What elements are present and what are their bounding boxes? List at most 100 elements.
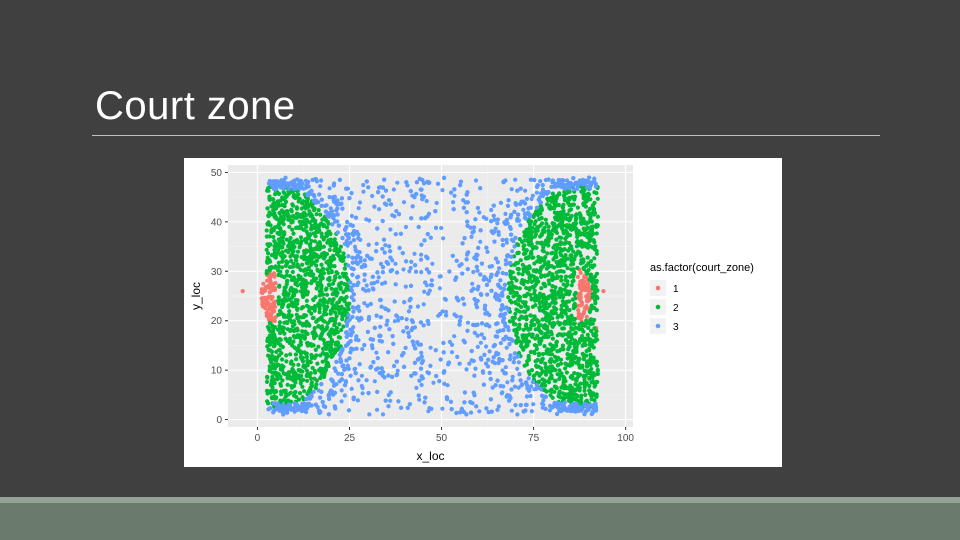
zone-2-point [296,397,301,402]
zone-3-point [426,371,431,376]
zone-3-point [361,189,366,194]
zone-2-point [559,307,564,312]
zone-3-point [504,271,509,276]
zone-3-point [431,380,436,385]
zone-2-point [269,370,274,375]
zone-2-point [526,227,531,232]
zone-3-point [473,217,478,222]
zone-2-point [565,315,570,320]
footer-band [0,503,960,540]
zone-2-point [553,217,558,222]
zone-3-point [345,219,350,225]
zone-3-point [304,409,309,415]
zone-2-point [555,193,560,198]
zone-2-point [561,229,566,234]
zone-2-point [585,235,590,240]
zone-3-point [366,391,371,396]
zone-2-point [587,383,592,389]
zone-2-point [342,266,347,271]
zone-3-point [382,375,387,380]
zone-3-point [357,200,363,205]
zone-3-point [335,212,340,217]
zone-2-point [522,230,527,235]
zone-3-point [368,256,373,261]
zone-3-point [503,211,508,216]
zone-2-point [517,326,522,331]
zone-2-point [555,363,560,368]
zone-3-point [339,201,344,206]
zone-2-point [550,191,555,196]
zone-2-point [570,376,575,381]
zone-3-point [522,215,528,220]
zone-3-point [360,385,365,391]
zone-2-point [328,329,333,334]
zone-2-point [270,388,275,393]
zone-3-point [351,298,356,303]
zone-3-point [497,298,502,303]
zone-3-point [388,227,393,232]
zone-3-point [524,394,530,399]
zone-3-point [517,372,522,377]
zone-2-point [303,272,308,277]
zone-2-point [539,266,544,271]
zone-2-point [287,273,293,279]
zone-3-point [410,319,415,325]
zone-2-point [304,224,309,229]
zone-2-point [554,340,559,345]
zone-3-point [462,400,467,405]
zone-2-point [327,283,332,288]
zone-2-point [571,267,576,272]
zone-2-point [538,257,543,262]
zone-3-point [418,320,423,325]
zone-2-point [523,249,528,254]
zone-2-point [542,310,547,315]
zone-3-point [457,263,462,268]
zone-3-point [438,357,443,362]
zone-3-point [465,219,470,224]
zone-2-point [325,225,330,230]
zone-3-point [474,252,479,257]
zone-3-point [494,321,499,327]
zone-3-point [538,200,543,205]
zone-3-point [484,282,490,287]
zone-3-point [494,352,499,357]
zone-2-point [276,260,281,265]
zone-3-point [520,382,525,387]
zone-3-point [571,187,577,192]
zone-2-point [282,204,287,209]
zone-3-point [370,193,375,199]
zone-3-point [402,300,407,305]
zone-2-point [565,279,570,284]
zone-2-point [563,236,568,241]
zone-2-point [280,259,285,264]
zone-2-point [569,258,574,263]
zone-2-point [278,330,283,336]
zone-2-point [282,285,287,290]
zone-3-point [427,288,432,293]
zone-3-point [422,238,427,243]
zone-3-point [366,242,371,247]
zone-2-point [302,389,307,394]
zone-3-point [465,200,470,205]
zone-3-point [433,225,439,230]
zone-2-point [295,212,300,217]
zone-3-point [374,350,379,355]
zone-1-point [576,308,581,313]
zone-2-point [537,270,542,275]
y-tick-label: 20 [211,316,223,327]
zone-2-point [567,240,572,246]
zone-2-point [552,354,558,359]
zone-3-point [506,198,511,203]
zone-3-point [421,323,426,328]
zone-1-point [261,287,267,292]
zone-2-point [594,294,599,299]
zone-3-point [318,395,323,400]
zone-3-point [593,406,598,412]
zone-3-point [419,360,424,365]
zone-2-point [569,283,574,288]
zone-3-point [529,196,534,202]
zone-3-point [475,287,480,292]
zone-3-point [358,259,363,264]
zone-2-point [539,360,544,365]
zone-3-point [380,412,386,417]
